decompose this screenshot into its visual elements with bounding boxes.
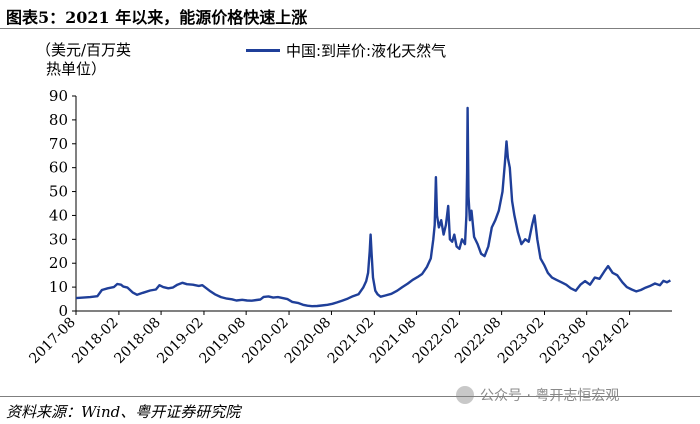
y-axis-label: （美元/百万英 热单位）: [36, 41, 131, 79]
y-axis-label-line-1: （美元/百万英: [36, 41, 132, 59]
y-tick-label: 60: [49, 159, 68, 177]
watermark: 公众号 · 粤开志恒宏观: [456, 385, 619, 405]
y-tick-label: 30: [49, 230, 68, 248]
y-axis-label-line-2: 热单位）: [46, 60, 107, 78]
x-tick-label: 2020-08: [282, 315, 334, 367]
y-tick-label: 70: [49, 135, 68, 153]
chart-legend: 中国:到岸价:液化天然气: [246, 40, 446, 61]
series-line-lng-price: [75, 106, 671, 308]
watermark-text: 公众号 · 粤开志恒宏观: [480, 388, 620, 404]
y-tick-label: 90: [49, 87, 68, 105]
figure-title: 图表5：2021 年以来，能源价格快速上涨: [6, 8, 308, 27]
legend-line-swatch: [246, 49, 280, 52]
x-tick-label: 2017-08: [26, 315, 78, 367]
top-rule: [0, 28, 700, 29]
legend-label: 中国:到岸价:液化天然气: [286, 42, 447, 60]
source-note: 资料来源：Wind、粤开证券研究院: [6, 403, 241, 421]
x-tick-label: 2018-08: [111, 315, 163, 367]
y-tick-label: 50: [49, 183, 68, 201]
x-tick-label: 2021-08: [367, 315, 419, 367]
bottom-rule: [0, 396, 700, 397]
x-tick-label: 2023-08: [537, 315, 589, 367]
x-tick-label: 2022-08: [452, 315, 504, 367]
x-tick-label: 2019-08: [197, 315, 249, 367]
wechat-icon: [456, 386, 474, 404]
y-tick-label: 10: [49, 278, 68, 296]
y-tick-label: 80: [49, 111, 68, 129]
y-tick-label: 40: [49, 206, 68, 224]
x-tick-label: 2024-02: [580, 315, 632, 367]
y-tick-label: 20: [49, 254, 68, 272]
y-tick-label: 0: [58, 302, 68, 320]
